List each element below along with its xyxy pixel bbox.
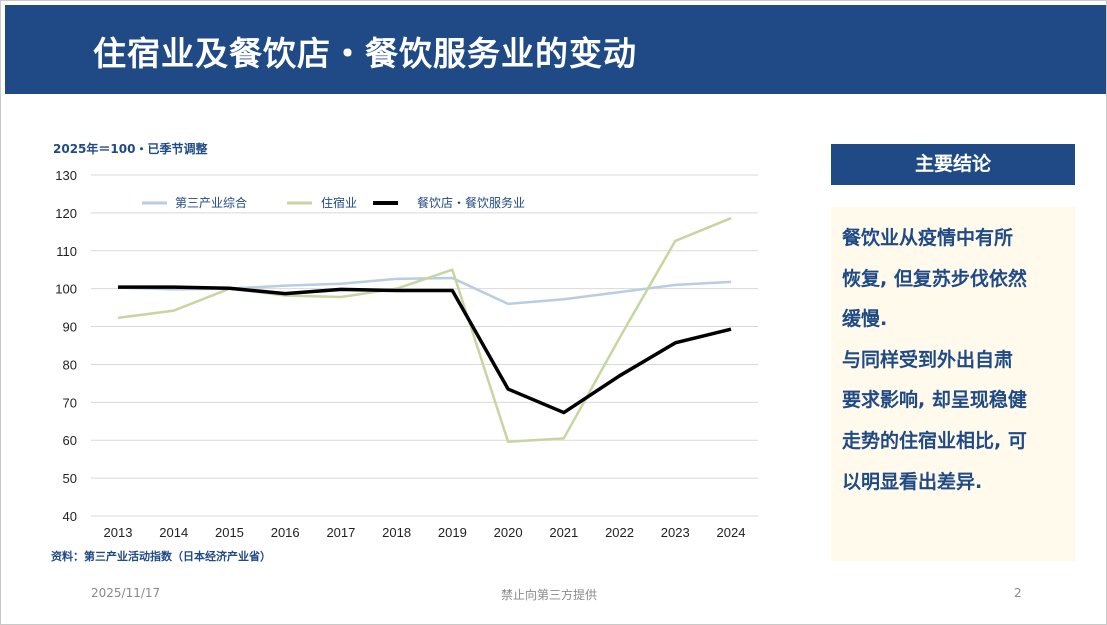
- title-bar: 住宿业及餐饮店・餐饮服务业的变动: [5, 5, 1106, 94]
- x-tick-label: 2023: [661, 525, 690, 540]
- conclusion-line: 要求影响, 却呈现稳健: [842, 389, 1027, 412]
- line-chart: 40 50 60 70 80 90 100 110 120 130 2013 2014 2015 2016…: [55, 168, 758, 540]
- y-tick-label: 70: [63, 395, 77, 410]
- conclusion-line: 走势的住宿业相比, 可: [842, 429, 1027, 452]
- slide-title: 住宿业及餐饮店・餐饮服务业的变动: [93, 34, 637, 73]
- legend-label: 第三产业综合: [175, 195, 247, 210]
- x-tick-label: 2022: [605, 525, 634, 540]
- conclusion-heading: 主要结论: [831, 144, 1075, 185]
- footer-date: 2025/11/17: [91, 586, 161, 600]
- x-tick-label: 2024: [717, 525, 746, 540]
- series-line-3: [118, 285, 732, 415]
- y-tick-label: 110: [56, 244, 77, 259]
- y-tick-label: 90: [63, 320, 77, 335]
- y-tick-label: 100: [55, 282, 77, 297]
- series-line-2: [117, 217, 732, 443]
- x-tick-label: 2016: [271, 525, 300, 540]
- page-number: 2: [1014, 586, 1022, 600]
- conclusion-box: 餐饮业从疫情中有所 恢复, 但复苏步伐依然 缓慢. 与同样受到外出自肃 要求影响…: [831, 207, 1075, 561]
- y-tick-label: 60: [63, 433, 77, 448]
- x-tick-label: 2014: [159, 525, 188, 540]
- conclusion-line: 以明显看出差异.: [842, 470, 983, 493]
- x-tick-label: 2021: [549, 525, 578, 540]
- y-tick-label: 40: [63, 509, 77, 524]
- legend-label: 餐饮店・餐饮服务业: [417, 195, 525, 210]
- footer-notice: 禁止向第三方提供: [501, 588, 598, 602]
- x-tick-label: 2018: [382, 525, 411, 540]
- x-tick-label: 2020: [494, 525, 523, 540]
- x-tick-label: 2015: [215, 525, 244, 540]
- y-tick-label: 80: [63, 357, 77, 372]
- y-tick-label: 130: [55, 168, 77, 183]
- conclusion-line: 恢复, 但复苏步伐依然: [842, 267, 1027, 290]
- y-tick-label: 120: [55, 206, 77, 221]
- x-tick-label: 2019: [438, 525, 467, 540]
- y-tick-label: 50: [63, 471, 77, 486]
- chart-source: 资料：第三产业活动指数（日本经济产业省）: [51, 550, 271, 563]
- chart-unit-note: 2025年＝100・已季节调整: [53, 142, 208, 156]
- conclusion-line: 与同样受到外出自肃: [842, 348, 1014, 371]
- conclusion-text: 餐饮业从疫情中有所 恢复, 但复苏步伐依然 缓慢. 与同样受到外出自肃 要求影响…: [842, 218, 1027, 502]
- conclusion-line: 缓慢.: [842, 308, 888, 331]
- legend-label: 住宿业: [321, 195, 357, 210]
- conclusion-line: 餐饮业从疫情中有所: [842, 227, 1014, 249]
- x-tick-label: 2013: [104, 525, 133, 540]
- x-tick-label: 2017: [326, 525, 355, 540]
